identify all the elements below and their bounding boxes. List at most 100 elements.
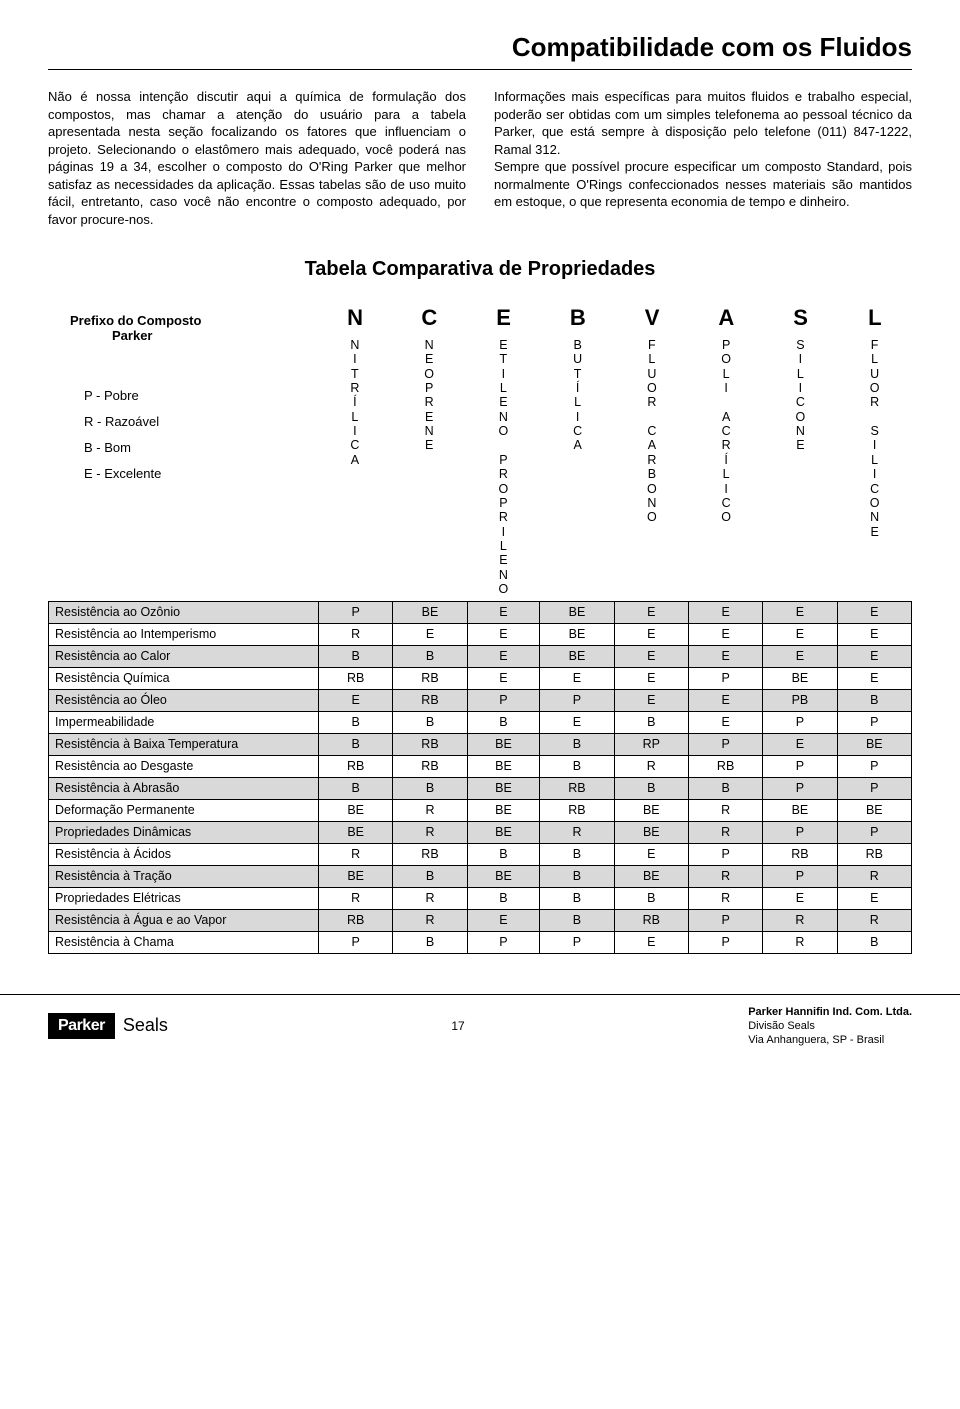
cell-value: B [540, 755, 614, 777]
cell-value: BE [393, 601, 467, 623]
cell-value: E [614, 843, 688, 865]
row-label: Propriedades Elétricas [49, 887, 319, 909]
prefix-label-2: Parker [48, 328, 318, 343]
cell-value: E [614, 689, 688, 711]
table-row: ImpermeabilidadeBBBEBEPP [49, 711, 912, 733]
cell-value: E [763, 645, 837, 667]
column-material: SILICONE [764, 338, 838, 453]
cell-value: R [319, 623, 393, 645]
table-row: Resistência à ÁcidosRRBBBEPRBRB [49, 843, 912, 865]
cell-value: BE [319, 821, 393, 843]
cell-value: B [467, 887, 540, 909]
cell-value: E [540, 711, 614, 733]
cell-value: R [688, 799, 762, 821]
cell-value: BE [837, 733, 911, 755]
table-row: Resistência à AbrasãoBBBERBBBPP [49, 777, 912, 799]
page-footer: Parker Seals 17 Parker Hannifin Ind. Com… [0, 994, 960, 1068]
cell-value: BE [763, 667, 837, 689]
cell-value: BE [467, 799, 540, 821]
cell-value: RB [393, 843, 467, 865]
column-material: POLI ACRÍLICO [689, 338, 763, 525]
legend-code: B - Bom [84, 435, 318, 461]
cell-value: P [688, 909, 762, 931]
company-name: Parker Hannifin Ind. Com. Ltda. [748, 1005, 912, 1019]
cell-value: BE [837, 799, 911, 821]
row-label: Resistência Química [49, 667, 319, 689]
legend-block: Prefixo do Composto Parker P - PobreR - … [48, 305, 318, 487]
cell-value: BE [467, 865, 540, 887]
row-label: Resistência ao Ozônio [49, 601, 319, 623]
cell-value: B [540, 909, 614, 931]
column-code: N [318, 305, 392, 331]
table-row: Resistência à TraçãoBEBBEBBERPR [49, 865, 912, 887]
cell-value: RB [393, 689, 467, 711]
cell-value: R [393, 821, 467, 843]
cell-value: B [319, 645, 393, 667]
cell-value: RB [319, 909, 393, 931]
prefix-label-1: Prefixo do Composto [48, 313, 318, 328]
table-row: Resistência ao DesgasteRBRBBEBRRBPP [49, 755, 912, 777]
page-number: 17 [168, 1019, 748, 1033]
cell-value: E [688, 623, 762, 645]
cell-value: E [688, 601, 762, 623]
cell-value: P [763, 865, 837, 887]
column-header: SSILICONE [764, 305, 838, 596]
row-label: Resistência à Tração [49, 865, 319, 887]
cell-value: P [837, 777, 911, 799]
table-row: Resistência ao OzônioPBEEBEEEEE [49, 601, 912, 623]
row-label: Resistência ao Óleo [49, 689, 319, 711]
cell-value: E [837, 667, 911, 689]
cell-value: BE [319, 865, 393, 887]
cell-value: BE [467, 777, 540, 799]
cell-value: B [393, 711, 467, 733]
cell-value: BE [614, 821, 688, 843]
table-row: Resistência ao CalorBBEBEEEEE [49, 645, 912, 667]
properties-table: Resistência ao OzônioPBEEBEEEEEResistênc… [48, 601, 912, 954]
cell-value: P [837, 711, 911, 733]
column-material: FLUOR CARBONO [615, 338, 689, 525]
table-title: Tabela Comparativa de Propriedades [48, 258, 912, 281]
cell-value: E [763, 601, 837, 623]
table-row: Resistência à Baixa TemperaturaBRBBEBRPP… [49, 733, 912, 755]
company-address: Via Anhanguera, SP - Brasil [748, 1033, 912, 1047]
cell-value: R [393, 799, 467, 821]
cell-value: P [688, 843, 762, 865]
cell-value: RB [319, 755, 393, 777]
intro-right: Informações mais específicas para muitos… [494, 88, 912, 228]
cell-value: E [688, 645, 762, 667]
cell-value: B [319, 777, 393, 799]
cell-value: RB [614, 909, 688, 931]
cell-value: B [540, 865, 614, 887]
column-header: CNEOPRENE [392, 305, 466, 596]
cell-value: B [393, 931, 467, 953]
cell-value: RB [319, 667, 393, 689]
column-header: LFLUOR SILICONE [838, 305, 912, 596]
table-row: Propriedades DinâmicasBERBERBERPP [49, 821, 912, 843]
cell-value: E [467, 601, 540, 623]
table-row: Propriedades ElétricasRRBBBREE [49, 887, 912, 909]
cell-value: E [837, 623, 911, 645]
cell-value: BE [540, 623, 614, 645]
page-title: Compatibilidade com os Fluidos [48, 32, 912, 63]
row-label: Resistência à Água e ao Vapor [49, 909, 319, 931]
cell-value: E [688, 689, 762, 711]
cell-value: B [540, 733, 614, 755]
cell-value: B [614, 887, 688, 909]
column-material: BUTÍLICA [541, 338, 615, 453]
cell-value: P [319, 931, 393, 953]
cell-value: RB [393, 755, 467, 777]
cell-value: E [614, 931, 688, 953]
cell-value: P [688, 931, 762, 953]
cell-value: P [837, 821, 911, 843]
row-label: Deformação Permanente [49, 799, 319, 821]
cell-value: E [688, 711, 762, 733]
title-rule [48, 69, 912, 70]
row-label: Resistência à Baixa Temperatura [49, 733, 319, 755]
cell-value: RB [688, 755, 762, 777]
cell-value: E [467, 909, 540, 931]
cell-value: P [763, 821, 837, 843]
cell-value: BE [467, 733, 540, 755]
cell-value: B [467, 711, 540, 733]
cell-value: BE [614, 799, 688, 821]
cell-value: BE [540, 645, 614, 667]
